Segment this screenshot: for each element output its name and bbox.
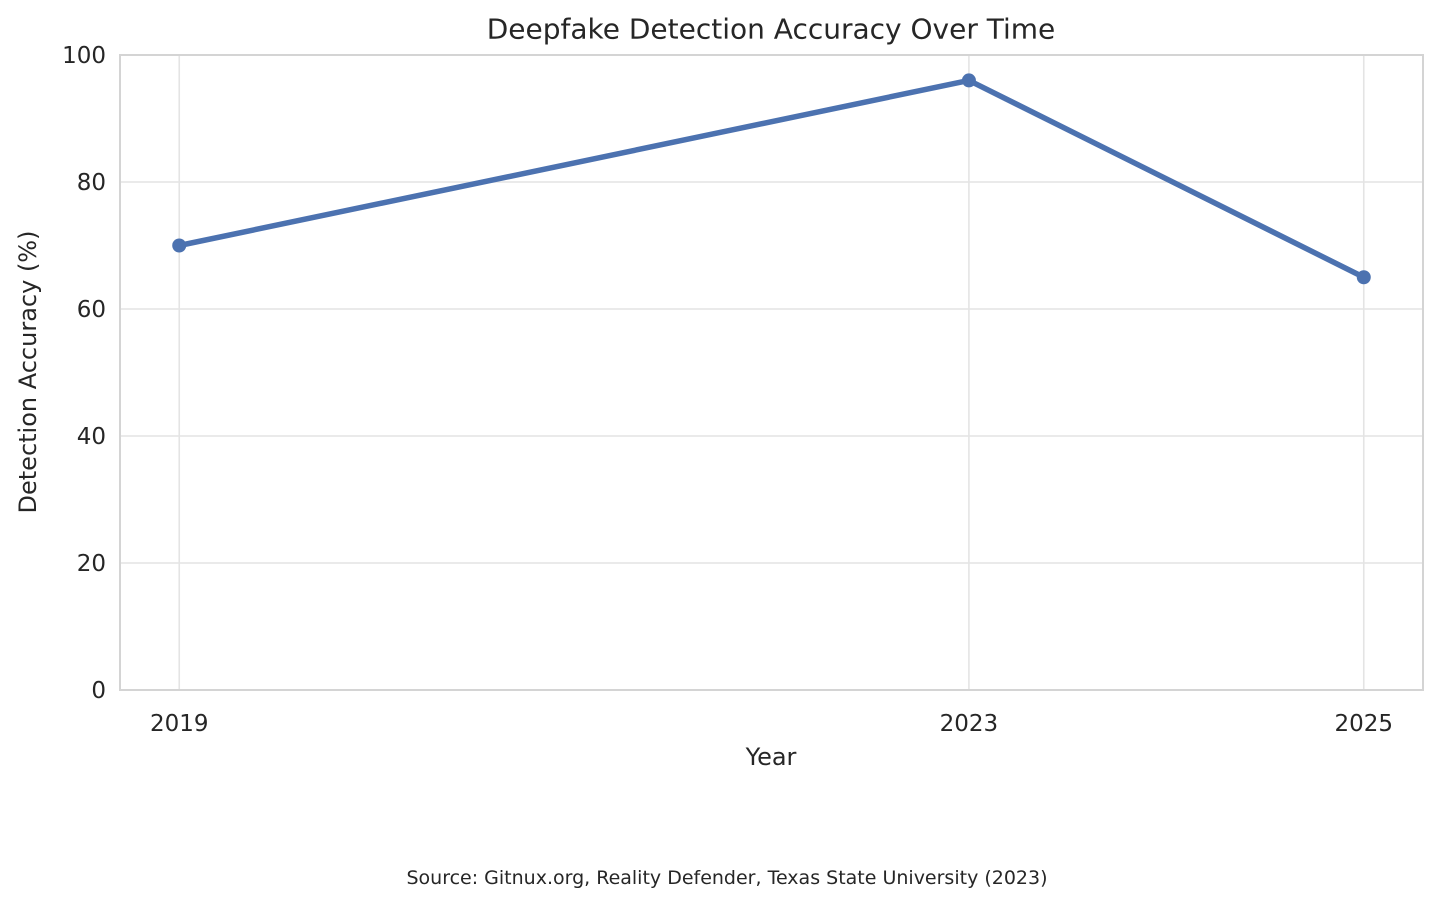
x-tick-label: 2025	[1334, 711, 1393, 737]
plot-border	[119, 54, 1424, 691]
chart-title: Deepfake Detection Accuracy Over Time	[486, 12, 1056, 46]
data-point	[961, 73, 976, 88]
data-point	[172, 238, 187, 253]
y-tick-label: 60	[77, 297, 106, 323]
data-line	[176, 77, 1367, 280]
x-tick-label: 2019	[150, 711, 209, 737]
y-tick-label: 0	[91, 678, 106, 704]
y-axis-label: Detection Accuracy (%)	[14, 230, 42, 514]
x-tick-label: 2023	[940, 711, 999, 737]
source-note: Source: Gitnux.org, Reality Defender, Te…	[406, 867, 1048, 889]
y-tick-label: 100	[62, 43, 106, 69]
data-point	[1356, 270, 1371, 285]
x-axis-label: Year	[745, 743, 797, 771]
y-tick-label: 20	[77, 551, 106, 577]
y-tick-label: 40	[77, 424, 106, 450]
y-tick-label: 80	[77, 170, 106, 196]
